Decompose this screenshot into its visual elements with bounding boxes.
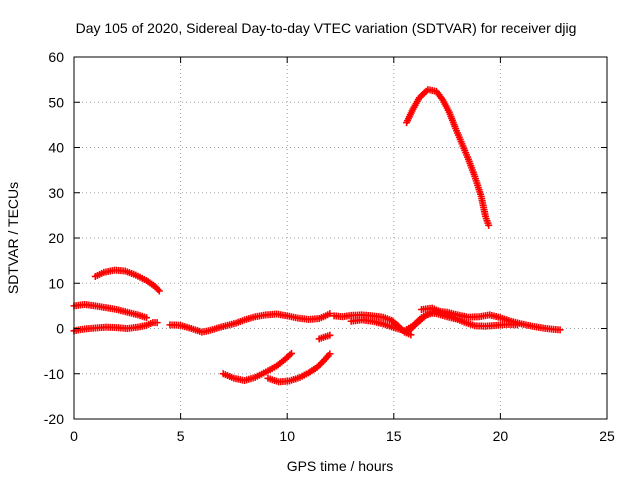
series-arc-7 [315,331,334,343]
data-point [155,287,163,295]
series-arc-1 [91,266,163,295]
data-point [485,221,493,229]
data-point [154,285,162,293]
x-tick-label: 20 [493,428,509,444]
series-arc-2 [70,301,150,322]
data-point [326,331,334,339]
y-tick-label: 10 [48,275,64,291]
data-point [326,310,334,318]
plot-frame [73,56,608,420]
data-point [556,326,564,334]
y-tick-label: -10 [44,366,64,382]
y-tick-label: 40 [48,140,64,156]
x-tick-label: 25 [599,428,615,444]
y-tick-label: 30 [48,185,64,201]
x-tick-label: 5 [177,428,185,444]
x-tick-label: 15 [386,428,402,444]
x-axis-label: GPS time / hours [287,458,394,474]
chart-title: Day 105 of 2020, Sidereal Day-to-day VTE… [76,20,577,36]
data-point [142,314,150,322]
series-arc-8 [330,311,415,339]
series-arc-12 [403,86,493,229]
data-point [287,349,295,357]
series-arc-3 [70,319,161,335]
x-tick-label: 10 [279,428,295,444]
data-point [326,350,334,358]
y-axis-label: SDTVAR / TECUs [5,182,21,294]
x-tick-label: 0 [70,428,78,444]
series-arc-11 [418,304,521,330]
y-tick-label: 50 [48,94,64,110]
series-arc-4 [166,310,334,336]
data-series [70,86,564,386]
y-tick-label: -20 [44,411,64,427]
data-point [153,319,161,327]
y-tick-label: 60 [48,49,64,65]
y-tick-label: 0 [56,321,64,337]
grid-lines [74,57,607,419]
axis-ticks: 0 5 10 15 20 25 -20 -10 0 10 20 30 40 50 60 [44,49,615,444]
data-point [513,321,521,329]
series-arc-6 [264,350,334,386]
y-tick-label: 20 [48,230,64,246]
series-arc-5 [219,349,295,385]
